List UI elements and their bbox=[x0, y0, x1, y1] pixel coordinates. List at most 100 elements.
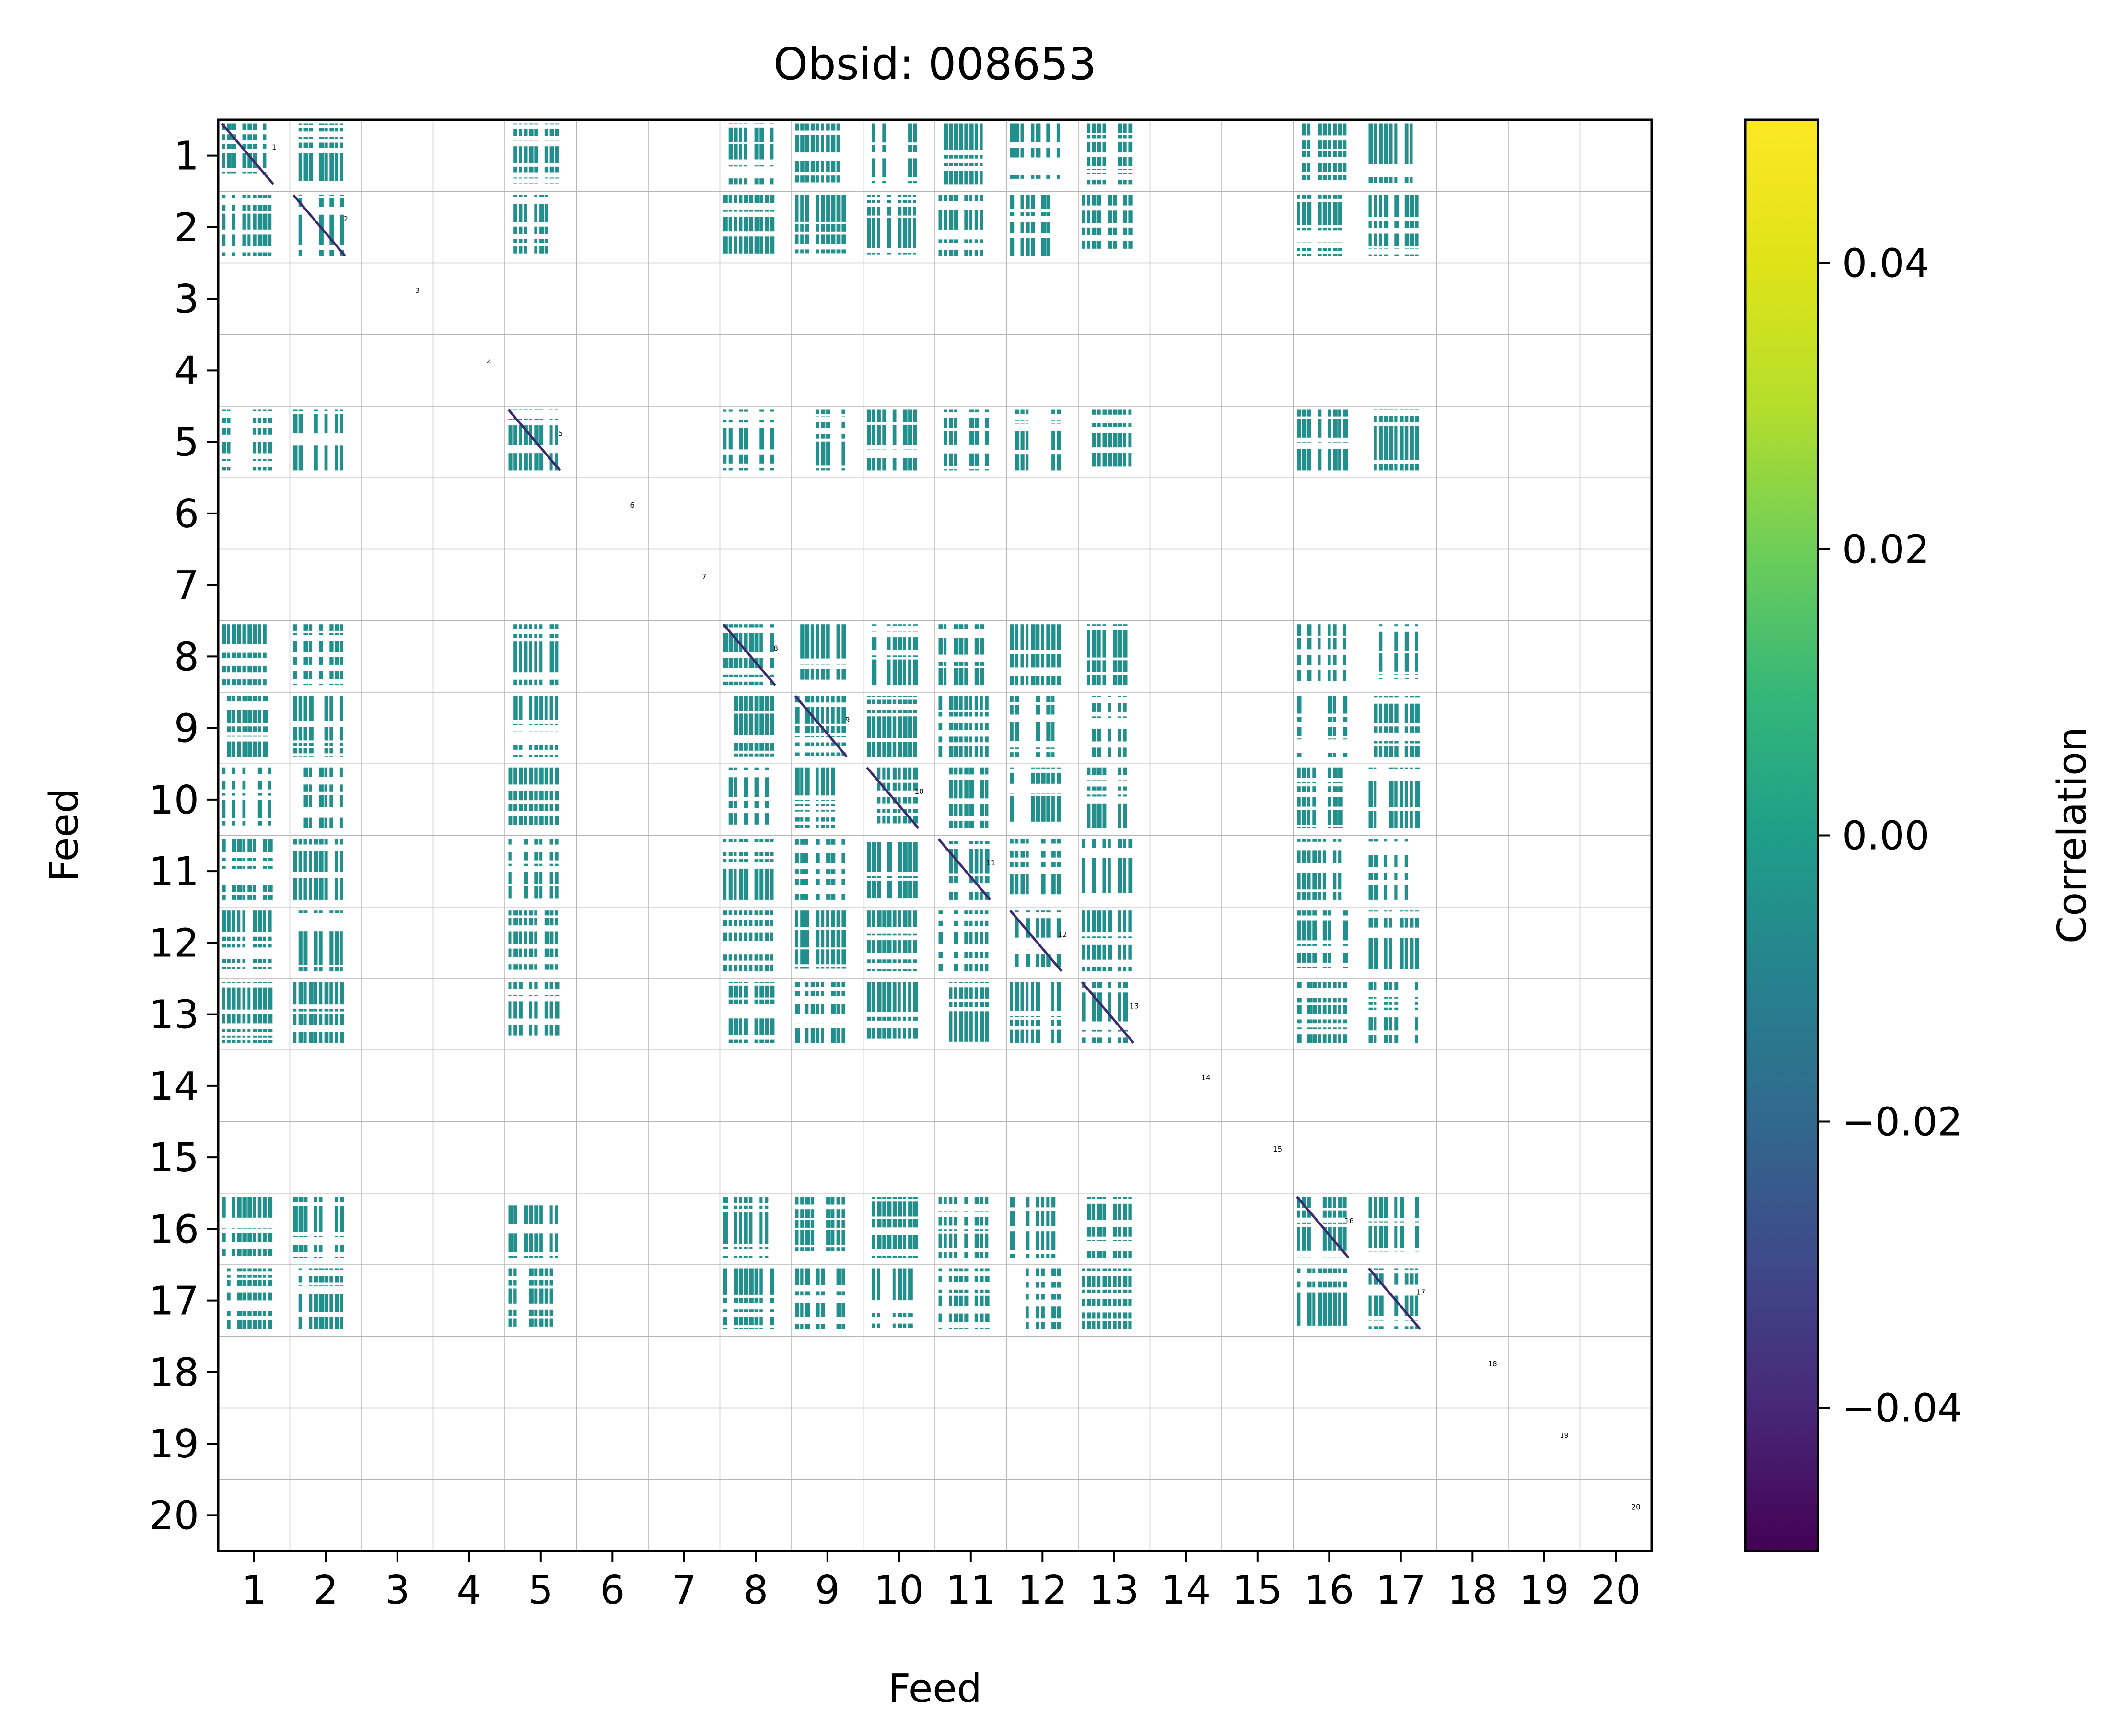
x-tick-label: 18 bbox=[1447, 1568, 1497, 1613]
heatmap-cell bbox=[1010, 982, 1062, 1043]
heatmap-cell bbox=[508, 1268, 560, 1331]
heatmap-cell bbox=[867, 1197, 919, 1258]
heatmap-cell bbox=[222, 624, 274, 686]
heatmap-cell bbox=[723, 1197, 775, 1258]
heatmap-cell bbox=[508, 123, 560, 188]
diagonal-feed-label: 2 bbox=[343, 215, 348, 223]
heatmap-cell bbox=[1082, 409, 1134, 473]
heatmap-cell bbox=[293, 624, 345, 686]
heatmap-cell bbox=[795, 696, 847, 762]
heatmap-cell bbox=[867, 195, 919, 259]
y-tick-label: 2 bbox=[174, 205, 199, 251]
x-tick-label: 7 bbox=[672, 1568, 697, 1613]
heatmap-cell bbox=[723, 1268, 775, 1329]
heatmap-cell bbox=[795, 767, 847, 828]
diagonal-line bbox=[292, 194, 346, 257]
colorbar-tick-label: −0.02 bbox=[1842, 1100, 1962, 1145]
y-tick-label: 7 bbox=[174, 563, 199, 608]
heatmap-cell bbox=[938, 910, 991, 972]
x-tick-label: 8 bbox=[743, 1568, 768, 1613]
heatmap-cell bbox=[1368, 624, 1421, 687]
diagonal-feed-label: 19 bbox=[1560, 1431, 1569, 1440]
heatmap-cell bbox=[1297, 910, 1349, 975]
heatmap-cell bbox=[723, 767, 775, 829]
x-tick-label: 12 bbox=[1017, 1568, 1067, 1613]
heatmap-cell bbox=[293, 1268, 345, 1329]
heatmap-cell bbox=[1297, 624, 1349, 687]
diagonal-feed-label: 12 bbox=[1058, 930, 1067, 939]
diagonal-line bbox=[221, 122, 275, 185]
heatmap-cell bbox=[293, 1197, 345, 1258]
heatmap-cell bbox=[1010, 839, 1062, 903]
heatmap-cell bbox=[293, 195, 345, 256]
diagonal-feed-label: 20 bbox=[1632, 1503, 1641, 1511]
heatmap-cell bbox=[1368, 195, 1421, 256]
heatmap-cell bbox=[938, 767, 991, 828]
x-tick-label: 5 bbox=[528, 1568, 553, 1613]
diagonal-feed-label: 8 bbox=[773, 644, 778, 652]
y-tick-label: 10 bbox=[149, 778, 199, 823]
heatmap-cell bbox=[1082, 1268, 1134, 1329]
heatmap-cell bbox=[508, 624, 560, 686]
x-tick-label: 19 bbox=[1519, 1568, 1569, 1613]
heatmap-cell bbox=[508, 910, 560, 974]
heatmap-cell bbox=[795, 195, 847, 258]
heatmap-cell bbox=[1368, 910, 1421, 974]
x-tick-label: 20 bbox=[1591, 1568, 1641, 1613]
heatmap-cell bbox=[222, 982, 274, 1043]
diagonal-feed-label: 9 bbox=[845, 716, 850, 724]
diagonal-feed-label: 3 bbox=[415, 286, 420, 295]
x-tick-label: 1 bbox=[242, 1568, 267, 1613]
heatmap-cell bbox=[1010, 195, 1062, 256]
diagonal-feed-label: 1 bbox=[272, 143, 277, 152]
heatmap-cell bbox=[508, 1197, 560, 1258]
heatmap-cell bbox=[723, 195, 775, 256]
heatmap-cell bbox=[293, 409, 345, 471]
heatmap-cell bbox=[508, 982, 560, 1043]
y-tick-label: 17 bbox=[149, 1279, 199, 1324]
heatmap-cell bbox=[795, 839, 847, 900]
gridlines bbox=[218, 120, 1652, 1551]
x-tick-label: 3 bbox=[385, 1568, 410, 1613]
heatmap-cell bbox=[1297, 1197, 1349, 1258]
y-tick-label: 8 bbox=[174, 634, 199, 680]
diagonal-feed-label: 16 bbox=[1345, 1216, 1354, 1225]
heatmap-cell bbox=[795, 910, 847, 974]
heatmap-cell bbox=[938, 624, 991, 686]
heatmap-cell bbox=[293, 123, 345, 185]
heatmap-cell bbox=[867, 982, 919, 1044]
heatmap-cell bbox=[1368, 123, 1421, 189]
heatmap-cell bbox=[1082, 123, 1134, 185]
heatmap-cell bbox=[1010, 409, 1062, 471]
x-axis-ticks: 1 2 3 4 5 6 7 8 9 10 11 12 13 14 15 16 17 18 19 20 bbox=[242, 1551, 1641, 1613]
y-tick-label: 5 bbox=[174, 420, 199, 466]
diagonal-line bbox=[1009, 909, 1063, 972]
x-tick-label: 14 bbox=[1161, 1568, 1211, 1613]
heatmap-cell bbox=[867, 910, 919, 972]
diagonal-feed-label: 17 bbox=[1416, 1288, 1425, 1297]
heatmap-cell bbox=[795, 624, 847, 686]
heatmap-cell bbox=[222, 195, 274, 256]
x-tick-label: 6 bbox=[600, 1568, 625, 1613]
heatmap-cell bbox=[1297, 839, 1349, 900]
heatmap-cell bbox=[938, 1197, 991, 1258]
diagonal-line bbox=[723, 623, 776, 686]
heatmap-cell bbox=[1297, 409, 1349, 471]
y-tick-label: 6 bbox=[174, 491, 199, 537]
colorbar-ticks: −0.04 −0.02 0.00 0.02 0.04 bbox=[1818, 241, 1962, 1432]
colorbar-tick-label: −0.04 bbox=[1842, 1386, 1962, 1432]
heatmap-cell bbox=[222, 839, 274, 900]
diagonal-line bbox=[866, 767, 920, 829]
heatmap-cell bbox=[867, 123, 919, 186]
heatmap-cell bbox=[1368, 767, 1421, 828]
heatmap-cell bbox=[938, 123, 991, 185]
heatmap-cell bbox=[508, 839, 560, 905]
y-tick-label: 4 bbox=[174, 348, 199, 394]
heatmap-cell bbox=[293, 839, 345, 900]
heatmap-cell bbox=[938, 982, 991, 1045]
diagonal-feed-label: 13 bbox=[1130, 1002, 1139, 1011]
heatmap-cell bbox=[1082, 982, 1134, 1043]
